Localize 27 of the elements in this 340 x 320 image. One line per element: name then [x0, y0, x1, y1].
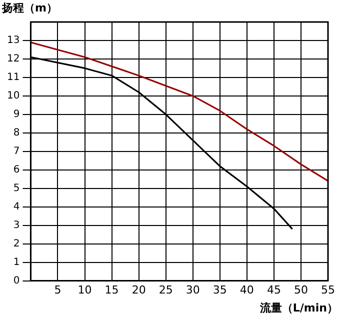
y-tick-label: 11 [6, 72, 20, 84]
x-tick-label: 20 [132, 283, 146, 296]
x-tick-label: 50 [294, 283, 308, 296]
x-tick-label: 35 [212, 283, 227, 296]
x-axis-title: 流量（L/min） [258, 301, 338, 314]
x-tick-label: 45 [266, 283, 281, 296]
y-tick-label: 10 [6, 90, 20, 102]
y-tick-label: 0 [13, 275, 20, 286]
x-tick-label: 10 [78, 283, 92, 296]
x-tick-label: 30 [186, 283, 200, 296]
y-axis-title: 扬程（m） [1, 1, 58, 14]
y-tick-label: 4 [13, 201, 20, 212]
x-tick-label: 5 [54, 283, 62, 296]
x-tick-label: 40 [240, 283, 254, 296]
x-tick-label: 55 [321, 283, 335, 296]
y-tick-label: 13 [6, 35, 20, 46]
y-tick-label: 7 [13, 146, 20, 157]
y-tick-label: 3 [13, 220, 20, 231]
y-tick-label: 8 [13, 128, 20, 139]
x-tick-label: 15 [104, 283, 119, 296]
y-tick-label: 5 [13, 182, 20, 194]
y-tick-label: 9 [13, 109, 20, 120]
y-tick-label: 2 [13, 238, 20, 250]
x-tick-label: 25 [158, 283, 173, 296]
y-tick-label: 1 [13, 256, 20, 268]
y-tick-label: 12 [6, 54, 20, 65]
y-tick-label: 6 [13, 164, 20, 176]
